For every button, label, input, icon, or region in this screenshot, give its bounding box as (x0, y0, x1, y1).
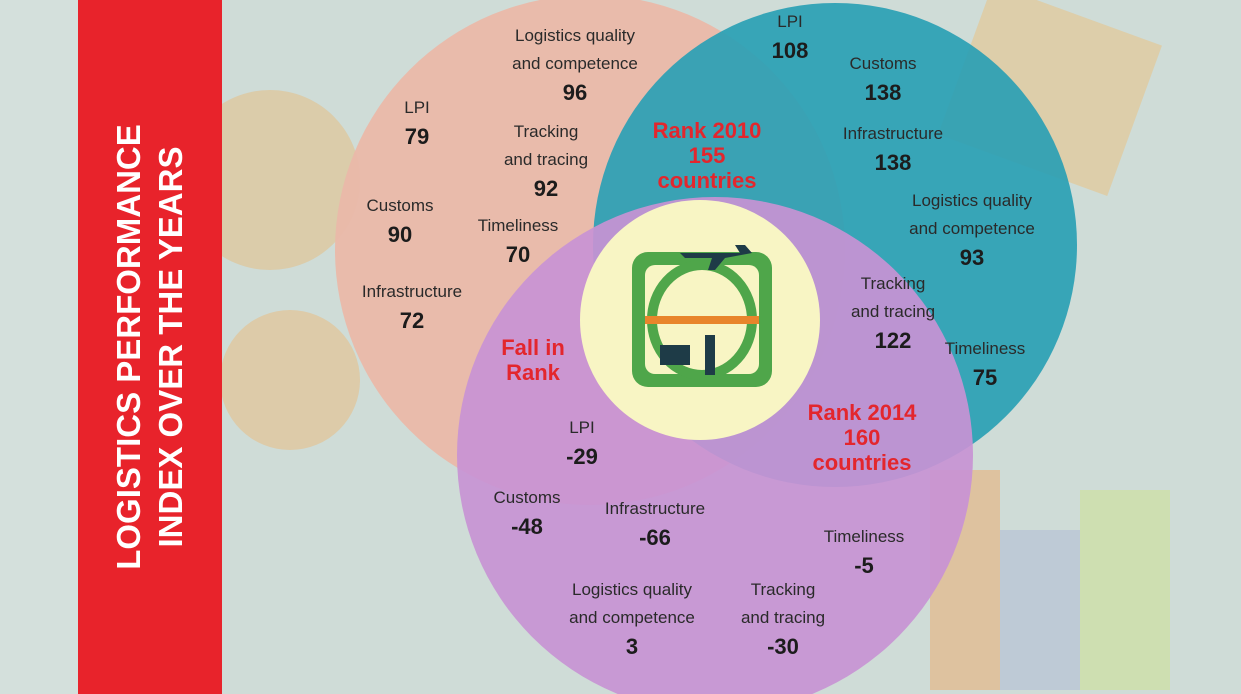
metric-value: 90 (366, 220, 433, 250)
metric-value: 79 (404, 122, 430, 152)
metric-value: 138 (843, 148, 943, 178)
metric-label: Customs (366, 192, 433, 220)
metric-label: Logistics quality and competence (512, 22, 638, 78)
metric-label: Infrastructure (362, 278, 462, 306)
metric-label: Tracking and tracing (741, 576, 825, 632)
metric-value: 75 (945, 363, 1026, 393)
group-label: Rank 2010 155 countries (653, 118, 762, 193)
metric-label: Infrastructure (605, 495, 705, 523)
metric-label: Customs (849, 50, 916, 78)
metric-label: LPI (566, 414, 598, 442)
metric: Customs-48 (493, 484, 560, 542)
metric-value: 122 (851, 326, 935, 356)
metric-value: 72 (362, 306, 462, 336)
bg-shape (1000, 530, 1080, 690)
metric-label: Tracking and tracing (504, 118, 588, 174)
metric-value: -29 (566, 442, 598, 472)
metric: Tracking and tracing-30 (741, 576, 825, 662)
metric-label: Logistics quality and competence (569, 576, 695, 632)
bg-shape (1080, 490, 1170, 690)
infographic: LOGISTICS PERFORMANCE INDEX OVER THE YEA… (0, 0, 1241, 694)
metric-value: 96 (512, 78, 638, 108)
metric: Infrastructure-66 (605, 495, 705, 553)
page: LOGISTICS PERFORMANCE INDEX OVER THE YEA… (0, 0, 1241, 694)
metric-value: -5 (824, 551, 905, 581)
metric-value: 92 (504, 174, 588, 204)
metric-value: -30 (741, 632, 825, 662)
metric-label: Tracking and tracing (851, 270, 935, 326)
metric-value: 108 (772, 36, 809, 66)
metric-value: 70 (478, 240, 559, 270)
metric-label: Timeliness (478, 212, 559, 240)
metric-value: -66 (605, 523, 705, 553)
metric-value: 93 (909, 243, 1035, 273)
metric-label: Customs (493, 484, 560, 512)
icon-truck (660, 345, 690, 365)
group-label: Fall in Rank (501, 335, 565, 385)
metric-label: Timeliness (945, 335, 1026, 363)
metric-label: LPI (404, 94, 430, 122)
metric-label: LPI (772, 8, 809, 36)
metric-label: Infrastructure (843, 120, 943, 148)
metric-value: 138 (849, 78, 916, 108)
group-label: Rank 2014 160 countries (808, 400, 917, 475)
title: LOGISTICS PERFORMANCE INDEX OVER THE YEA… (108, 27, 192, 667)
bg-shape (220, 310, 360, 450)
metric-label: Timeliness (824, 523, 905, 551)
metric-label: Logistics quality and competence (909, 187, 1035, 243)
metric-value: -48 (493, 512, 560, 542)
bg-strip (0, 0, 78, 694)
metric-value: 3 (569, 632, 695, 662)
icon-building (705, 335, 715, 375)
metric: LPI-29 (566, 414, 598, 472)
metric: Timeliness-5 (824, 523, 905, 581)
